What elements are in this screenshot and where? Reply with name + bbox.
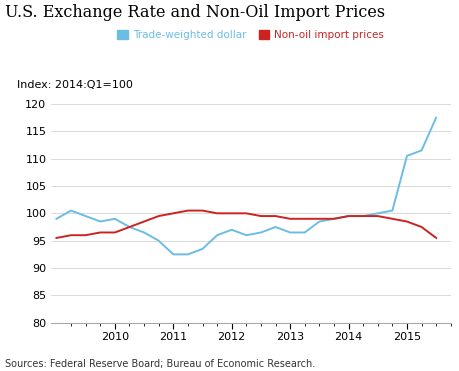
Non-oil import prices xyxy=(156,214,161,218)
Trade-weighted dollar xyxy=(214,233,219,237)
Trade-weighted dollar xyxy=(97,219,103,224)
Non-oil import prices xyxy=(83,233,88,237)
Non-oil import prices xyxy=(214,211,219,216)
Non-oil import prices xyxy=(316,217,321,221)
Non-oil import prices xyxy=(112,230,118,235)
Trade-weighted dollar xyxy=(287,230,292,235)
Non-oil import prices xyxy=(243,211,248,216)
Trade-weighted dollar xyxy=(272,225,278,229)
Non-oil import prices xyxy=(272,214,278,218)
Non-oil import prices xyxy=(141,219,146,224)
Text: Sources: Federal Reserve Board; Bureau of Economic Research.: Sources: Federal Reserve Board; Bureau o… xyxy=(5,359,314,369)
Non-oil import prices xyxy=(229,211,234,216)
Non-oil import prices xyxy=(199,209,205,213)
Line: Trade-weighted dollar: Trade-weighted dollar xyxy=(56,118,435,255)
Trade-weighted dollar xyxy=(112,217,118,221)
Non-oil import prices xyxy=(374,214,380,218)
Trade-weighted dollar xyxy=(156,239,161,243)
Non-oil import prices xyxy=(54,236,59,240)
Line: Non-oil import prices: Non-oil import prices xyxy=(56,211,435,238)
Trade-weighted dollar xyxy=(359,214,365,218)
Non-oil import prices xyxy=(287,217,292,221)
Trade-weighted dollar xyxy=(301,230,307,235)
Legend: Trade-weighted dollar, Non-oil import prices: Trade-weighted dollar, Non-oil import pr… xyxy=(113,26,387,44)
Trade-weighted dollar xyxy=(54,217,59,221)
Non-oil import prices xyxy=(97,230,103,235)
Trade-weighted dollar xyxy=(257,230,263,235)
Non-oil import prices xyxy=(301,217,307,221)
Trade-weighted dollar xyxy=(83,214,88,218)
Non-oil import prices xyxy=(185,209,190,213)
Trade-weighted dollar xyxy=(243,233,248,237)
Non-oil import prices xyxy=(330,217,336,221)
Trade-weighted dollar xyxy=(374,211,380,216)
Non-oil import prices xyxy=(403,219,409,224)
Trade-weighted dollar xyxy=(199,247,205,251)
Trade-weighted dollar xyxy=(185,252,190,257)
Non-oil import prices xyxy=(257,214,263,218)
Text: U.S. Exchange Rate and Non-Oil Import Prices: U.S. Exchange Rate and Non-Oil Import Pr… xyxy=(5,4,384,21)
Text: Index: 2014:Q1=100: Index: 2014:Q1=100 xyxy=(17,80,132,90)
Non-oil import prices xyxy=(359,214,365,218)
Non-oil import prices xyxy=(389,217,394,221)
Trade-weighted dollar xyxy=(170,252,176,257)
Trade-weighted dollar xyxy=(389,209,394,213)
Trade-weighted dollar xyxy=(229,227,234,232)
Trade-weighted dollar xyxy=(126,225,132,229)
Non-oil import prices xyxy=(418,225,423,229)
Trade-weighted dollar xyxy=(418,148,423,152)
Trade-weighted dollar xyxy=(141,230,146,235)
Trade-weighted dollar xyxy=(330,217,336,221)
Non-oil import prices xyxy=(345,214,351,218)
Trade-weighted dollar xyxy=(316,219,321,224)
Non-oil import prices xyxy=(126,225,132,229)
Trade-weighted dollar xyxy=(345,214,351,218)
Trade-weighted dollar xyxy=(68,209,73,213)
Non-oil import prices xyxy=(68,233,73,237)
Trade-weighted dollar xyxy=(432,115,438,120)
Non-oil import prices xyxy=(170,211,176,216)
Trade-weighted dollar xyxy=(403,154,409,158)
Non-oil import prices xyxy=(432,236,438,240)
